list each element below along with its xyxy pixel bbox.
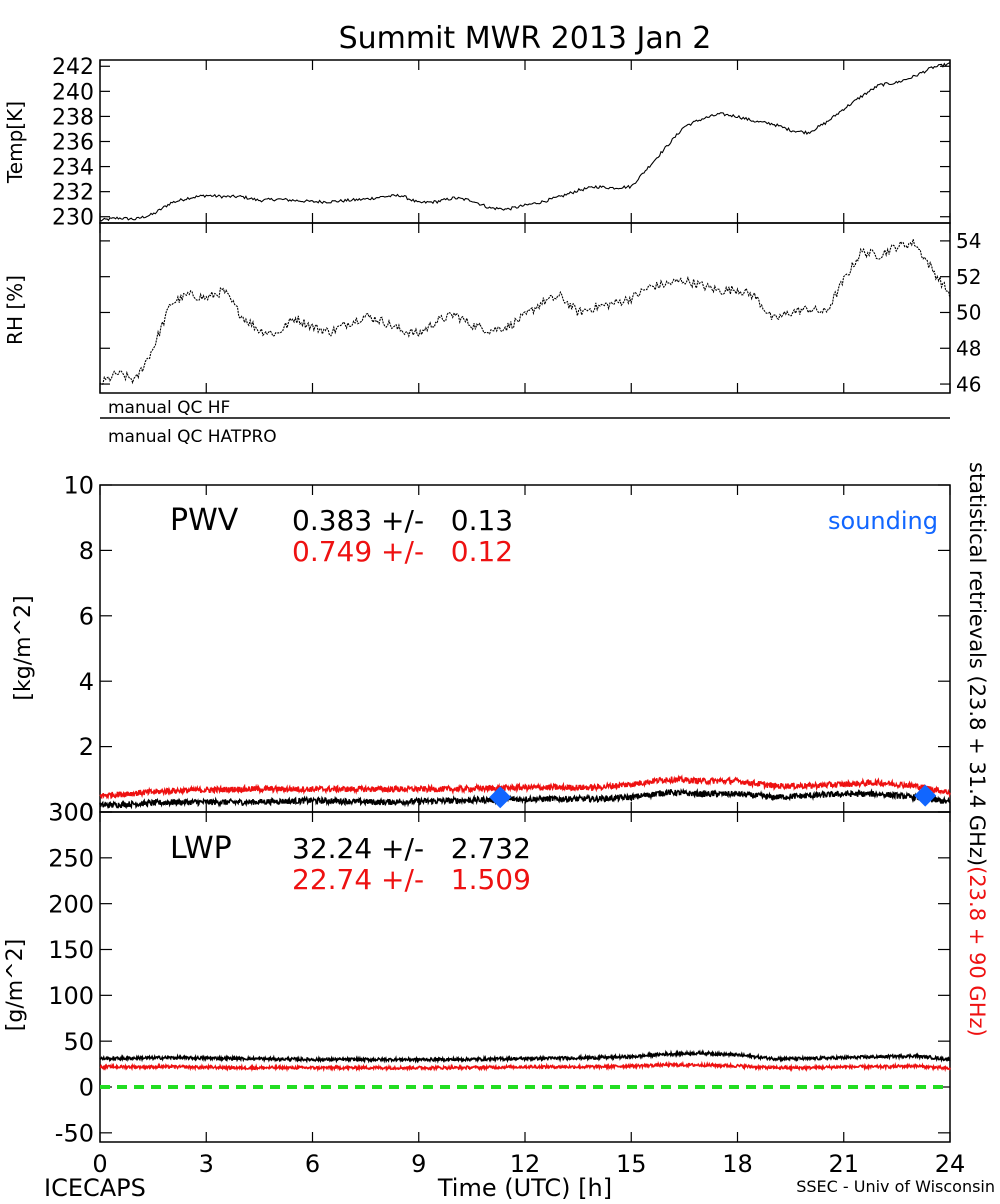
ytick-label: 230 bbox=[52, 206, 94, 231]
pwv-label: PWV bbox=[170, 503, 239, 538]
pwv-ylabel: [kg/m^2] bbox=[11, 595, 36, 700]
series-line bbox=[99, 774, 951, 800]
ytick-label: 240 bbox=[52, 80, 94, 105]
ytick-label: 300 bbox=[48, 799, 94, 827]
ytick-label: 0 bbox=[79, 1074, 94, 1102]
ytick-label: 46 bbox=[956, 372, 981, 396]
footer-right: SSEC - Univ of Wisconsin bbox=[796, 1177, 995, 1196]
ytick-label: 236 bbox=[52, 130, 94, 155]
xtick-label: 0 bbox=[92, 1150, 107, 1178]
ytick-label: 2 bbox=[79, 733, 94, 761]
series-line bbox=[99, 62, 951, 222]
ytick-label: 250 bbox=[48, 844, 94, 872]
sounding-legend: sounding bbox=[828, 507, 938, 535]
ytick-label: 50 bbox=[63, 1028, 94, 1056]
ytick-label: 150 bbox=[48, 936, 94, 964]
lwp-label: LWP bbox=[170, 831, 232, 866]
rh-panel-frame bbox=[99, 222, 951, 394]
sounding-point bbox=[489, 786, 512, 809]
series-line bbox=[99, 239, 951, 386]
ytick-label: 232 bbox=[52, 181, 94, 206]
sounding-point bbox=[914, 784, 937, 807]
ytick-label: 54 bbox=[956, 229, 981, 253]
chart-title: Summit MWR 2013 Jan 2 bbox=[339, 21, 712, 56]
xtick-label: 21 bbox=[828, 1150, 859, 1178]
lwp-stat-hf: 32.24 +/- 2.732 bbox=[292, 832, 531, 865]
ytick-label: 234 bbox=[52, 155, 94, 180]
ytick-label: 48 bbox=[956, 336, 981, 360]
ytick-label: 100 bbox=[48, 982, 94, 1010]
temp-ylabel: Temp[K] bbox=[3, 101, 27, 184]
ytick-label: 10 bbox=[63, 472, 94, 500]
qc-hatpro-label: manual QC HATPRO bbox=[108, 427, 277, 447]
right-label-black: statistical retrievals (23.8 + 31.4 GHz) bbox=[965, 462, 989, 866]
ytick-label: 238 bbox=[52, 105, 94, 130]
series-line bbox=[99, 1060, 951, 1073]
temp-panel-frame bbox=[99, 59, 951, 224]
pwv-stat-hatpro: 0.749 +/- 0.12 bbox=[292, 535, 513, 568]
ytick-label: 200 bbox=[48, 890, 94, 918]
ytick-label: 0 bbox=[79, 799, 94, 827]
xtick-label: 15 bbox=[616, 1150, 647, 1178]
ytick-label: 50 bbox=[956, 301, 981, 325]
ytick-label: -50 bbox=[55, 1119, 94, 1147]
right-label-red: (23.8 + 90 GHz) bbox=[965, 866, 989, 1037]
footer-center: Time (UTC) [h] bbox=[437, 1174, 612, 1200]
xtick-label: 9 bbox=[411, 1150, 426, 1178]
qc-hf-label: manual QC HF bbox=[108, 398, 230, 418]
series-line bbox=[99, 787, 951, 810]
xtick-label: 6 bbox=[305, 1150, 320, 1178]
pwv-stat-hf: 0.383 +/- 0.13 bbox=[292, 504, 513, 537]
ytick-label: 242 bbox=[52, 55, 94, 80]
xtick-label: 3 bbox=[199, 1150, 214, 1178]
xtick-label: 24 bbox=[935, 1150, 966, 1178]
right-retrieval-label: statistical retrievals (23.8 + 31.4 GHz)… bbox=[965, 462, 989, 1037]
xtick-label: 12 bbox=[510, 1150, 541, 1178]
ytick-label: 4 bbox=[79, 668, 94, 696]
series-line bbox=[99, 1049, 951, 1064]
ytick-label: 8 bbox=[79, 537, 94, 565]
ytick-label: 52 bbox=[956, 265, 981, 289]
footer-left: ICECAPS bbox=[44, 1174, 146, 1200]
ytick-label: 6 bbox=[79, 602, 94, 630]
lwp-stat-hatpro: 22.74 +/- 1.509 bbox=[292, 863, 531, 896]
xtick-label: 18 bbox=[722, 1150, 753, 1178]
rh-ylabel: RH [%] bbox=[3, 275, 27, 345]
lwp-ylabel: [g/m^2] bbox=[3, 939, 28, 1031]
